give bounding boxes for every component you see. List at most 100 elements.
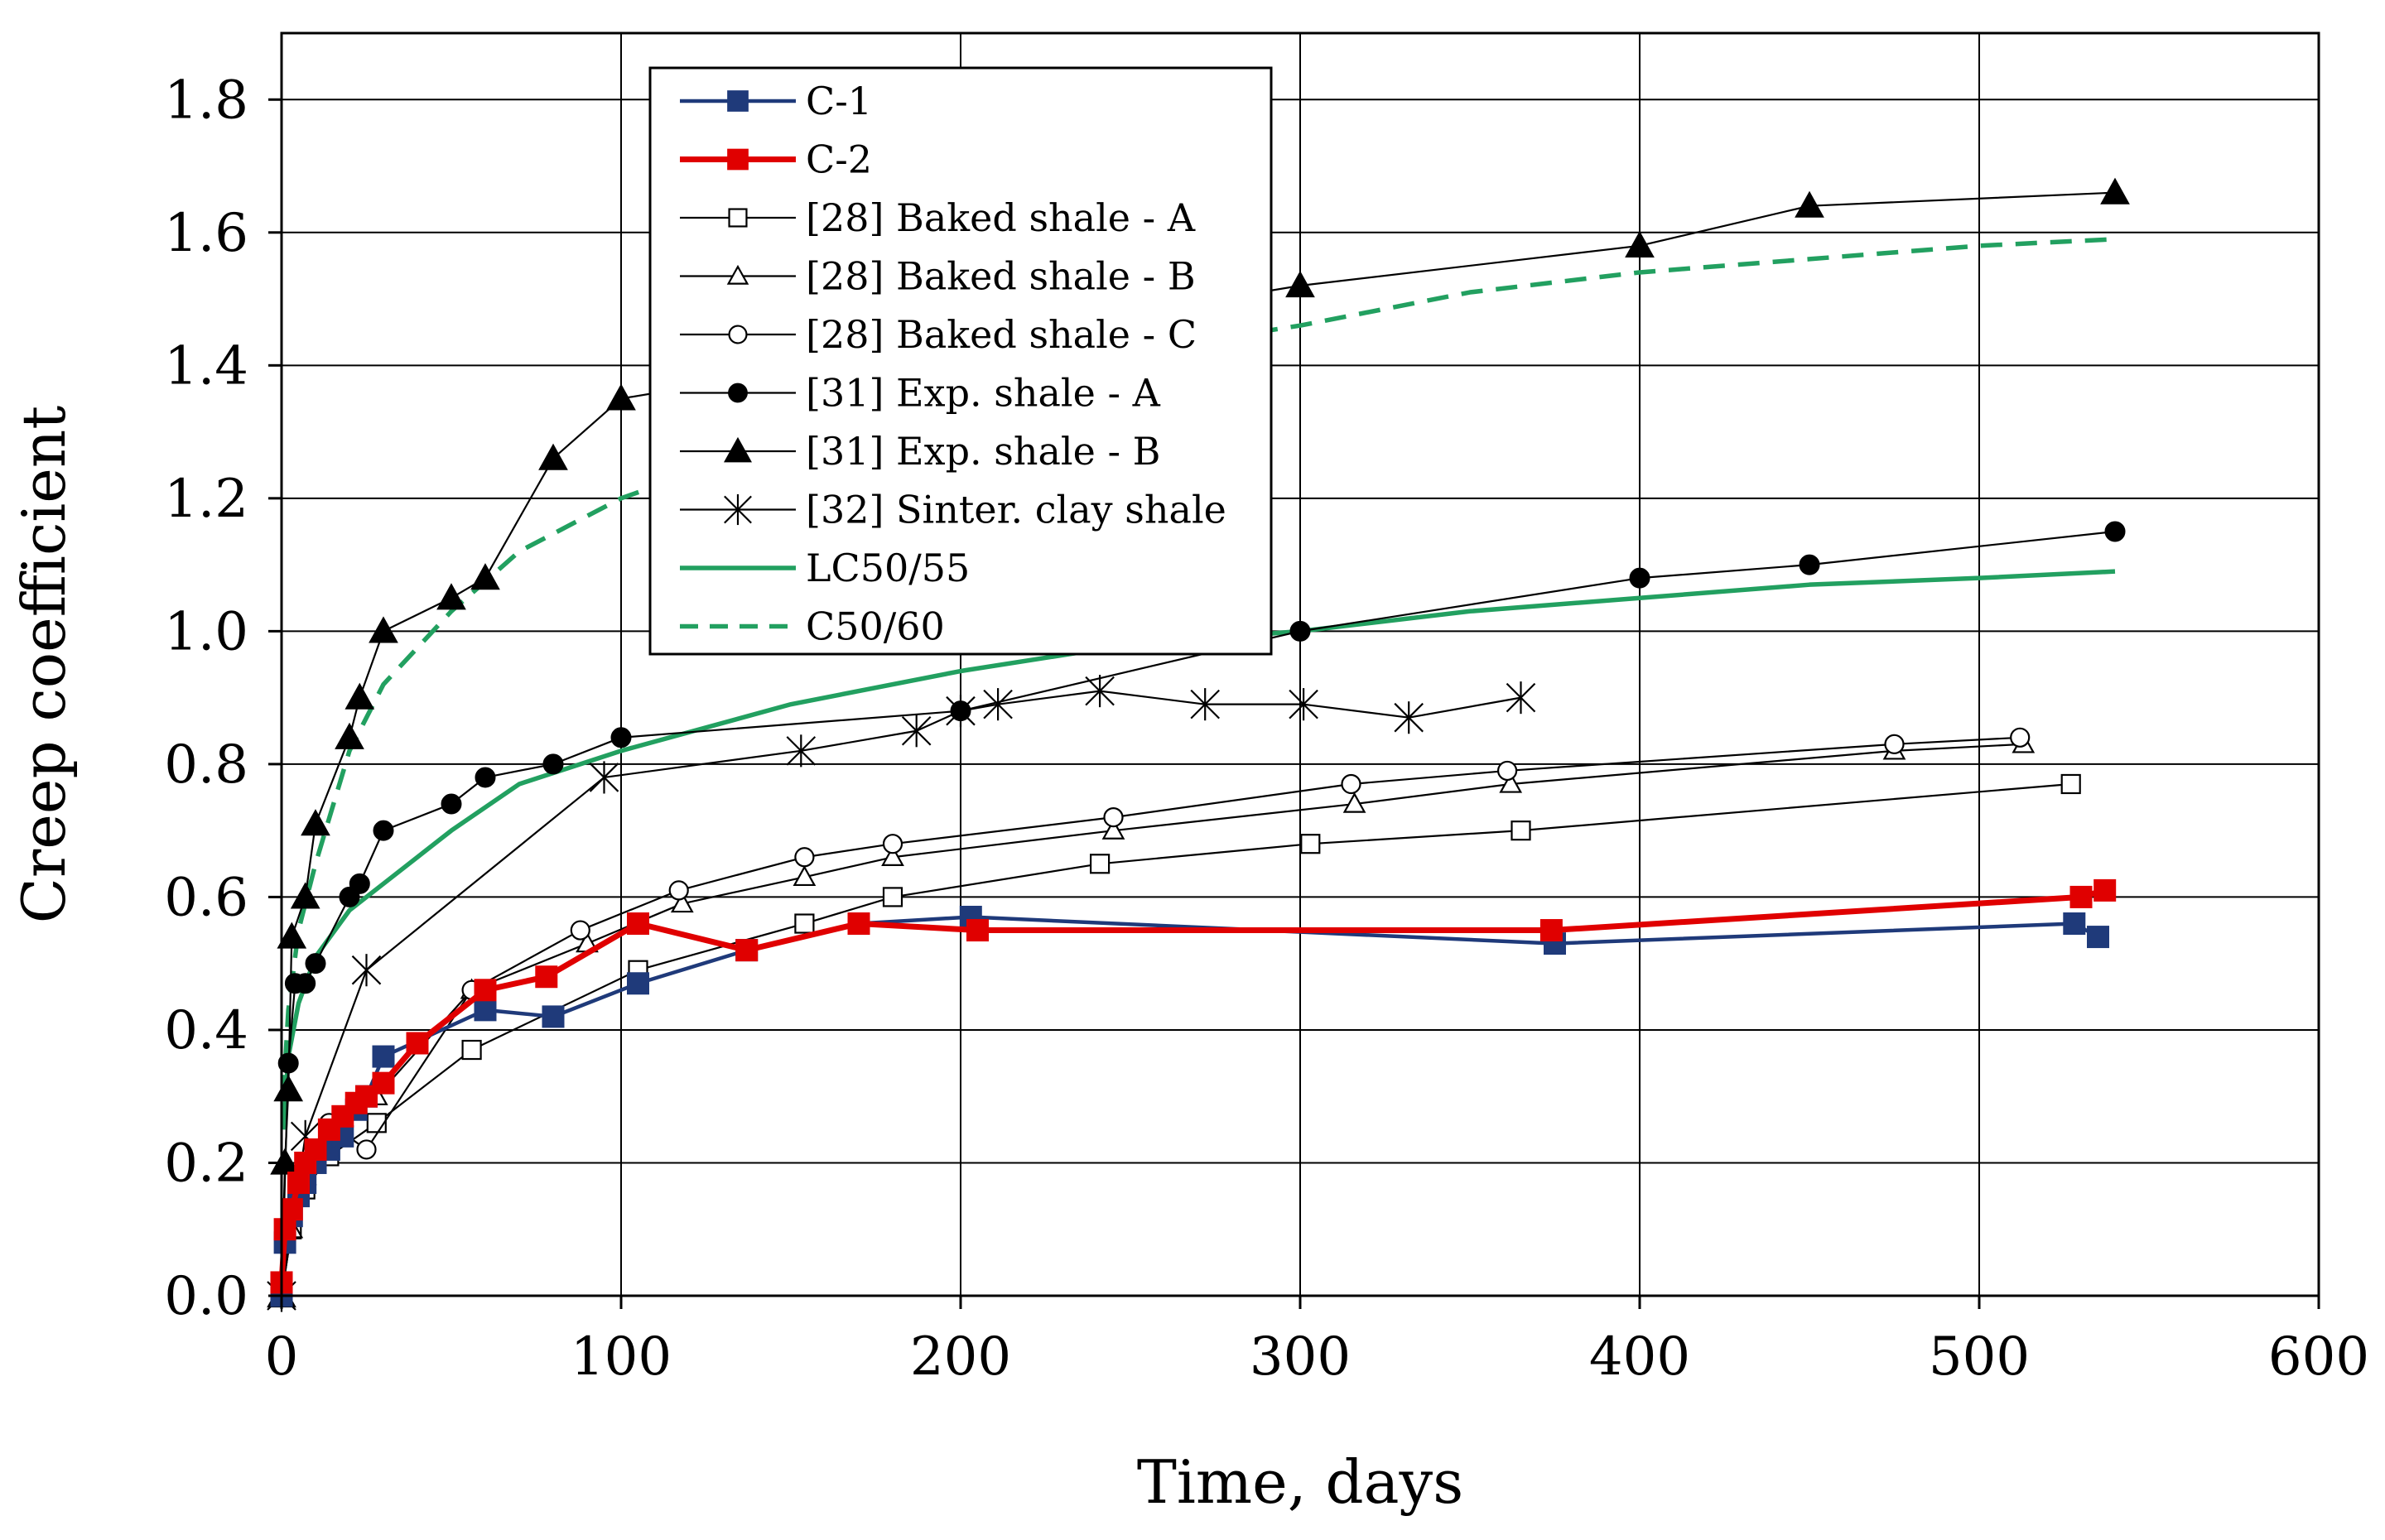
data-point	[610, 727, 632, 748]
x-axis-title: Time, days	[1137, 1447, 1463, 1517]
data-point	[794, 847, 815, 868]
series-31-exp-shale-a	[271, 521, 2126, 1307]
x-tick-label: 200	[910, 1326, 1011, 1388]
x-tick-label: 600	[2268, 1326, 2369, 1388]
legend-label: C-1	[806, 79, 872, 123]
data-point	[1539, 919, 1563, 942]
legend-label: [28] Baked shale - B	[806, 254, 1196, 299]
legend-box	[648, 66, 1273, 656]
data-point	[1285, 270, 1315, 298]
data-point	[793, 865, 817, 887]
data-point	[627, 912, 649, 936]
data-point	[589, 761, 619, 794]
data-point	[461, 1039, 482, 1061]
series-c50-60	[281, 237, 2116, 1097]
data-point	[1289, 688, 1318, 721]
data-point	[2010, 727, 2031, 748]
data-point	[351, 954, 382, 987]
data-point	[406, 1032, 429, 1055]
data-point	[1085, 675, 1115, 708]
data-point	[273, 1218, 296, 1241]
x-tick-label: 500	[1929, 1326, 2030, 1388]
legend-label: C-2	[806, 137, 872, 182]
y-tick-label: 0.6	[164, 867, 248, 928]
y-tick-label: 1.4	[164, 335, 248, 397]
series-c-2	[270, 878, 2117, 1294]
legend-label: C50/60	[806, 604, 945, 649]
data-point	[335, 722, 364, 749]
data-point	[542, 753, 564, 775]
data-point	[535, 965, 558, 989]
data-point	[668, 880, 689, 901]
legend-label: [31] Exp. shale - B	[806, 429, 1160, 474]
data-point	[349, 873, 370, 894]
data-point	[1101, 818, 1125, 840]
legend-entry: LC50/55	[680, 546, 970, 590]
data-point	[670, 892, 694, 913]
data-point	[882, 834, 903, 854]
data-point	[606, 383, 636, 411]
data-point	[1190, 688, 1220, 721]
x-tick-label: 100	[571, 1326, 672, 1388]
data-point	[983, 688, 1013, 721]
data-point	[1300, 834, 1321, 854]
legend-marker	[726, 264, 749, 285]
legend-marker	[728, 383, 748, 403]
data-point	[441, 793, 462, 815]
data-point	[538, 443, 568, 470]
legend-label: [31] Exp. shale - A	[806, 371, 1161, 416]
data-point	[881, 845, 904, 866]
y-tick-label: 1.8	[164, 70, 248, 131]
data-point	[436, 583, 466, 610]
data-point	[1496, 760, 1518, 782]
data-point	[344, 682, 375, 710]
x-tick-label: 0	[265, 1326, 299, 1388]
data-point	[2069, 885, 2093, 908]
data-point	[1341, 773, 1361, 795]
series-31-exp-shale-b	[267, 177, 2130, 1308]
data-point	[356, 1139, 377, 1160]
legend-entry: C50/60	[680, 604, 945, 649]
legend-marker	[728, 208, 748, 228]
data-point	[1394, 701, 1424, 734]
legend-marker	[727, 90, 749, 112]
legend-entry: [28] Baked shale - B	[680, 254, 1196, 299]
data-point	[794, 913, 815, 934]
series-layer	[267, 177, 2130, 1312]
y-tick-label: 0.2	[164, 1133, 248, 1194]
data-point	[2100, 177, 2130, 205]
data-point	[287, 1172, 310, 1195]
data-point	[950, 700, 971, 722]
data-point	[474, 999, 497, 1022]
y-tick-label: 1.0	[164, 601, 248, 662]
series-line	[281, 237, 2116, 1097]
data-point	[1795, 190, 1824, 218]
data-point	[1625, 230, 1655, 257]
data-point	[280, 1198, 303, 1221]
x-tick-label: 300	[1250, 1326, 1351, 1388]
legend-entry: [32] Sinter. clay shale	[680, 488, 1226, 532]
tick-layer: 0 100 200 300 400 500 600 0.0 0.2 0.4 0.6 0.8 1.0 1.2…	[164, 70, 2369, 1388]
data-point	[475, 767, 496, 788]
data-point	[1103, 807, 1124, 828]
y-tick-label: 1.2	[164, 469, 248, 530]
data-point	[1089, 854, 1111, 874]
legend-entry: [31] Exp. shale - A	[680, 371, 1161, 416]
data-point	[2104, 521, 2126, 542]
data-point	[901, 715, 932, 748]
data-point	[2063, 912, 2086, 936]
legend-entry: C-1	[680, 79, 872, 123]
data-point	[295, 973, 316, 994]
data-point	[542, 1005, 565, 1028]
data-point	[786, 734, 817, 768]
data-point	[882, 887, 903, 907]
data-point	[301, 809, 330, 836]
data-point	[1499, 772, 1523, 793]
data-point	[1506, 681, 1536, 715]
data-point	[290, 882, 320, 909]
data-point	[369, 616, 398, 643]
data-point	[372, 1045, 395, 1068]
data-point	[1799, 554, 1820, 575]
